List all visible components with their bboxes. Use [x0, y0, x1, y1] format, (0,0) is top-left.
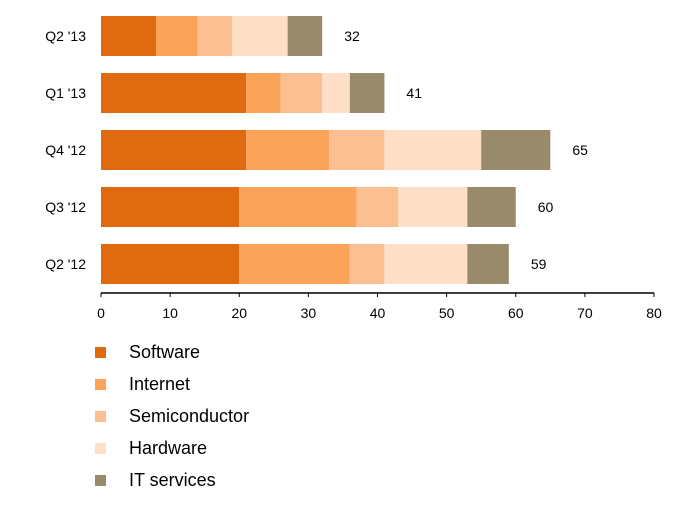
total-label-q2-13: 32: [344, 28, 360, 44]
x-tick-label-20: 20: [231, 305, 247, 321]
x-tick-label-40: 40: [370, 305, 386, 321]
stacked-bar-chart: Q2 '13 32 Q1 '13 41 Q4 '12 65 Q3 '12 60 Q2 '12 59…: [45, 16, 662, 321]
x-tick-label-0: 0: [97, 305, 105, 321]
x-tick-label-30: 30: [301, 305, 317, 321]
legend-item-it-services: IT services: [95, 464, 249, 496]
bar-software-q1-13: [101, 73, 247, 113]
bar-hardware-q1-13: [322, 73, 350, 113]
bar-it-services-q1-13: [349, 73, 385, 113]
legend-label-software: Software: [129, 342, 201, 362]
bar-it-services-q2-12: [467, 244, 509, 284]
legend-label-it-services: IT services: [129, 470, 216, 490]
bar-software-q2-13: [101, 16, 157, 56]
legend-label-hardware: Hardware: [129, 438, 208, 458]
bar-hardware-q2-13: [232, 16, 288, 56]
legend-swatch-semiconductor: [95, 410, 106, 422]
category-label-q3-12: Q3 '12: [45, 199, 86, 215]
bar-software-q4-12: [101, 130, 247, 170]
bar-semiconductor-q1-13: [280, 73, 323, 113]
legend-label-internet: Internet: [129, 374, 191, 394]
chart-legend: Software Internet Semiconductor Hardware…: [95, 336, 249, 496]
bar-it-services-q3-12: [467, 187, 516, 227]
legend-item-software: Software: [95, 336, 249, 368]
total-label-q4-12: 65: [572, 142, 588, 158]
x-tick-label-80: 80: [646, 305, 662, 321]
legend-item-internet: Internet: [95, 368, 249, 400]
legend-label-semiconductor: Semiconductor: [129, 406, 250, 426]
legend-item-hardware: Hardware: [95, 432, 249, 464]
bar-internet-q2-13: [156, 16, 198, 56]
category-label-q2-13: Q2 '13: [45, 28, 86, 44]
bar-it-services-q4-12: [481, 130, 551, 170]
bar-internet-q2-12: [239, 244, 350, 284]
bar-software-q2-12: [101, 244, 240, 284]
category-label-q1-13: Q1 '13: [45, 85, 86, 101]
bar-semiconductor-q2-12: [349, 244, 385, 284]
legend-swatch-hardware: [95, 442, 106, 454]
total-label-q2-12: 59: [531, 256, 547, 272]
x-tick-label-60: 60: [508, 305, 524, 321]
category-label-q4-12: Q4 '12: [45, 142, 86, 158]
legend-swatch-internet: [95, 378, 106, 390]
category-label-q2-12: Q2 '12: [45, 256, 86, 272]
bar-semiconductor-q2-13: [197, 16, 233, 56]
total-label-q1-13: 41: [406, 85, 422, 101]
bar-hardware-q3-12: [398, 187, 468, 227]
x-tick-label-50: 50: [439, 305, 455, 321]
bar-it-services-q2-13: [287, 16, 323, 56]
bar-semiconductor-q4-12: [329, 130, 385, 170]
legend-item-semiconductor: Semiconductor: [95, 400, 249, 432]
bar-internet-q3-12: [239, 187, 357, 227]
total-label-q3-12: 60: [538, 199, 554, 215]
legend-swatch-it-services: [95, 474, 106, 486]
x-tick-label-10: 10: [162, 305, 178, 321]
x-tick-label-70: 70: [577, 305, 593, 321]
bar-internet-q1-13: [246, 73, 281, 113]
bar-semiconductor-q3-12: [356, 187, 399, 227]
bar-internet-q4-12: [246, 130, 330, 170]
legend-swatch-software: [95, 346, 106, 358]
bar-hardware-q2-12: [384, 244, 468, 284]
bar-software-q3-12: [101, 187, 240, 227]
chart-canvas: Q2 '13 32 Q1 '13 41 Q4 '12 65 Q3 '12 60 Q2 '12 59…: [45, 16, 662, 321]
bar-hardware-q4-12: [384, 130, 482, 170]
